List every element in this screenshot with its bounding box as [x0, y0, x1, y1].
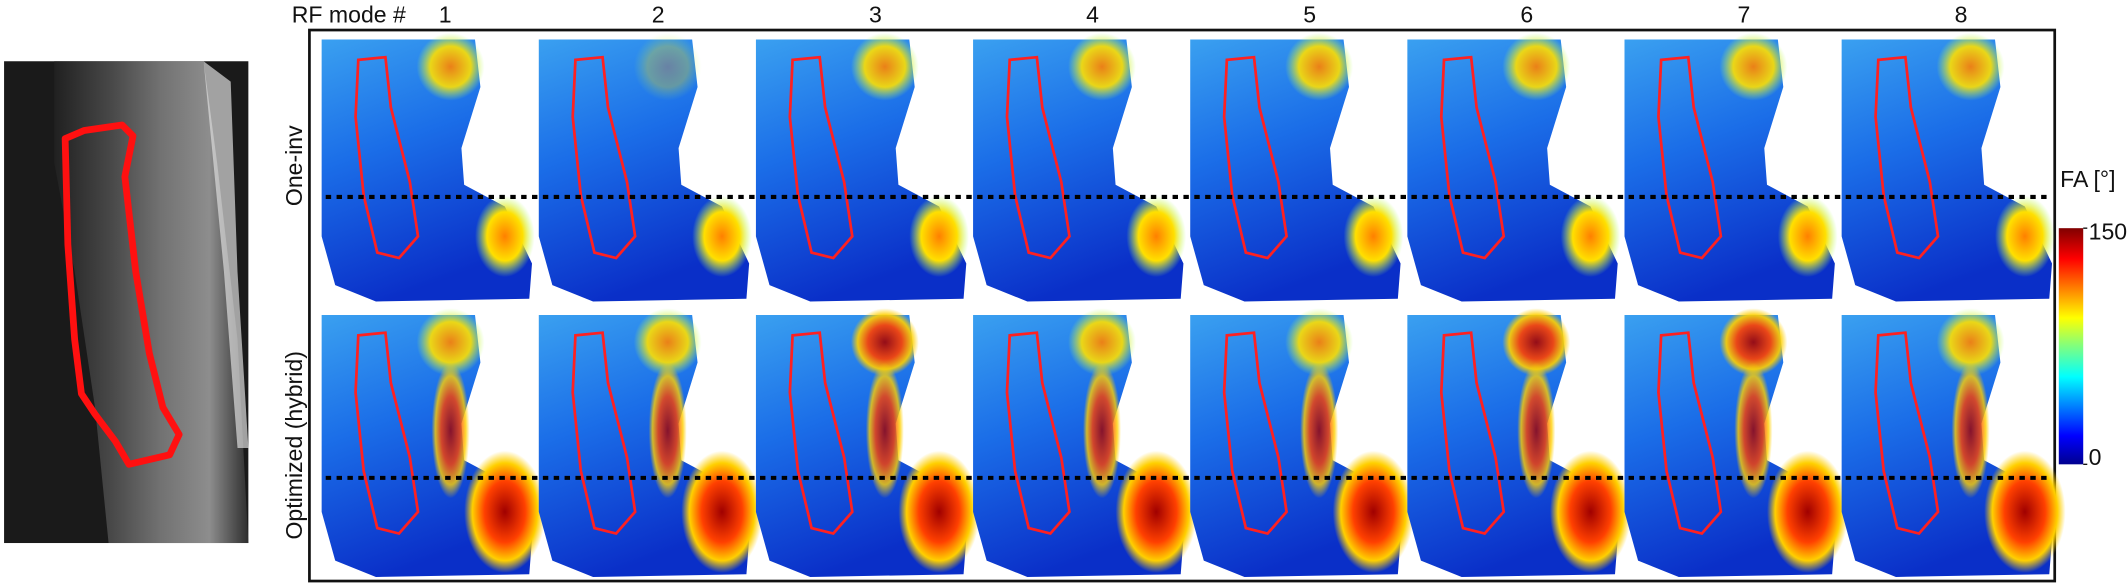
fa-map — [1407, 308, 1632, 577]
map-hot-spot — [1767, 450, 1849, 573]
roi-contour — [1657, 55, 1723, 260]
map-top-spot — [850, 308, 919, 377]
column-label: 2 — [652, 2, 665, 28]
map-top-spot — [1502, 32, 1571, 101]
roi-contour — [1005, 55, 1071, 260]
map-hot-spot — [909, 195, 969, 278]
fa-map — [321, 308, 546, 577]
colorbar-tick-label: 0 — [2089, 444, 2102, 470]
fa-map — [755, 308, 980, 577]
map-side-band — [865, 362, 904, 499]
map-hot-spot — [1115, 450, 1197, 573]
map-top-spot — [1719, 308, 1788, 377]
map-top-spot — [416, 32, 485, 101]
row-label: Optimized (hybrid) — [281, 351, 307, 539]
map-top-spot — [1285, 32, 1354, 101]
column-label: 8 — [1955, 2, 1968, 28]
column-label: 4 — [1086, 2, 1099, 28]
roi-contour — [1874, 331, 1940, 536]
map-top-spot — [633, 308, 702, 377]
row-label: One-inv — [281, 125, 307, 206]
roi-contour — [354, 331, 420, 536]
map-side-band — [1951, 362, 1990, 499]
map-hot-spot — [1332, 450, 1415, 573]
fa-map — [1841, 308, 2066, 577]
fa-map — [973, 308, 1197, 577]
roi-contour — [571, 55, 637, 260]
map-hot-spot — [1343, 195, 1404, 278]
map-top-spot — [416, 308, 485, 377]
roi-contour — [1439, 331, 1506, 536]
roi-contour — [1222, 331, 1289, 536]
colorbar-label: FA [°] — [2060, 166, 2115, 192]
map-hot-spot — [475, 195, 535, 278]
column-label: 6 — [1520, 2, 1533, 28]
map-hot-spot — [681, 450, 763, 573]
map-top-spot — [1068, 32, 1136, 101]
fa-map — [1624, 32, 1838, 302]
roi-contour — [1005, 331, 1071, 536]
map-hot-spot — [692, 195, 752, 278]
fa-map — [1190, 308, 1415, 577]
column-label: 1 — [439, 2, 452, 28]
map-side-band — [648, 362, 687, 499]
fa-map — [1190, 32, 1404, 302]
map-top-spot — [1068, 308, 1136, 377]
map-side-band — [1300, 362, 1339, 499]
map-hot-spot — [464, 450, 546, 573]
roi-contour — [1439, 55, 1506, 260]
roi-contour — [354, 55, 420, 260]
header-prefix: RF mode # — [292, 2, 406, 28]
map-top-spot — [850, 32, 919, 101]
fa-map — [1841, 32, 2055, 302]
map-hot-spot — [898, 450, 980, 573]
map-hot-spot — [1984, 450, 2066, 573]
map-side-band — [1083, 362, 1121, 499]
mri-image — [4, 61, 249, 544]
fa-map — [973, 32, 1187, 302]
column-label: 3 — [869, 2, 882, 28]
column-label: 5 — [1303, 2, 1316, 28]
roi-contour — [1874, 55, 1940, 260]
roi-contour — [788, 55, 854, 260]
map-hot-spot — [1995, 195, 2055, 278]
roi-contour — [571, 331, 637, 536]
fa-map — [755, 32, 969, 302]
roi-contour — [1222, 55, 1289, 260]
map-top-spot — [1936, 308, 2005, 377]
fa-maps — [321, 32, 2066, 577]
column-label: 7 — [1738, 2, 1751, 28]
map-side-band — [1517, 362, 1556, 499]
map-top-spot — [1502, 308, 1571, 377]
map-hot-spot — [1777, 195, 1838, 278]
map-hot-spot — [1126, 195, 1187, 278]
map-hot-spot — [1549, 450, 1632, 573]
fa-map — [1624, 308, 1849, 577]
map-top-spot — [1719, 32, 1788, 101]
panel-frame — [308, 28, 2057, 583]
roi-contour — [1657, 331, 1723, 536]
map-side-band — [1734, 362, 1773, 499]
fa-map — [538, 308, 763, 577]
fa-map — [1407, 32, 1621, 302]
fa-map — [321, 32, 535, 302]
map-side-band — [431, 362, 470, 499]
fa-map — [538, 32, 752, 302]
map-top-spot — [1285, 308, 1354, 377]
roi-contour — [788, 331, 854, 536]
map-hot-spot — [1560, 195, 1621, 278]
colorbar-tick-label: 150 — [2089, 219, 2127, 245]
map-top-spot — [633, 32, 702, 101]
map-top-spot — [1936, 32, 2005, 101]
colorbar — [2058, 228, 2084, 465]
